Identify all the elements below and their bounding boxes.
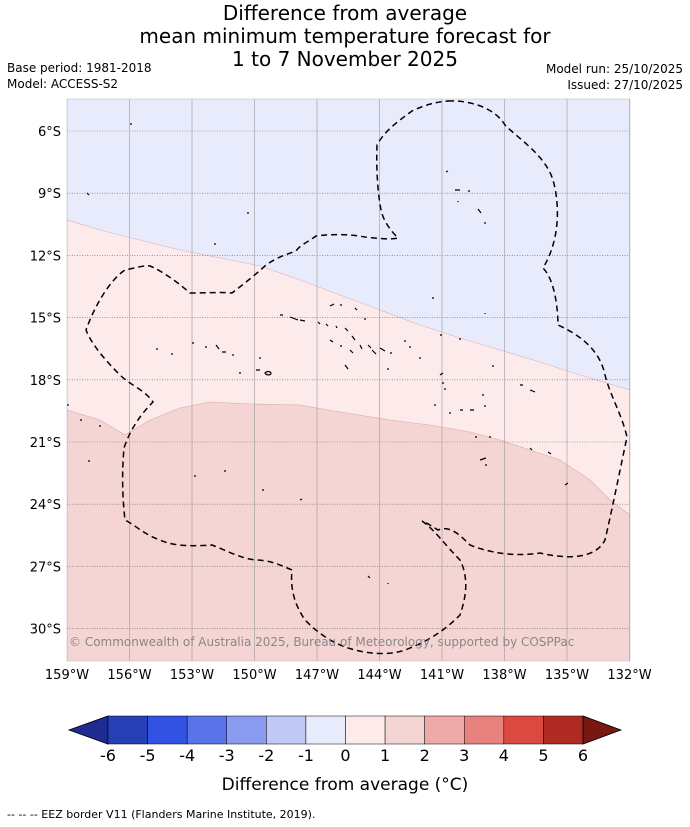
- colorbar-cell: [305, 715, 346, 745]
- lon-label: 138°W: [482, 668, 526, 683]
- meta-left: Base period: 1981-2018 Model: ACCESS-S2: [7, 60, 152, 92]
- lon-label: 132°W: [607, 668, 651, 683]
- colorbar: -6 -5 -4 -3 -2 -1 0 1 2 3 4 5 6 Difference from aver…: [67, 715, 623, 795]
- chart-title: Difference from average mean minimum tem…: [0, 2, 690, 71]
- colorbar-cell: [186, 715, 228, 745]
- colorbar-cell: [424, 715, 465, 745]
- colorbar-cell: [345, 715, 386, 745]
- lat-label: 24°S: [30, 498, 61, 513]
- colorbar-tick: -1: [298, 746, 314, 765]
- issued-date: Issued: 27/10/2025: [567, 78, 683, 92]
- lat-label: 12°S: [30, 249, 61, 264]
- lat-label: 21°S: [30, 436, 61, 451]
- colorbar-tick: 4: [499, 746, 509, 765]
- colorbar-tick: 5: [538, 746, 548, 765]
- eez-legend-note: -- -- -- EEZ border V11 (Flanders Marine…: [7, 808, 316, 821]
- colorbar-tick: 2: [420, 746, 430, 765]
- colorbar-extend-high: [582, 715, 623, 745]
- longitude-labels: 159°W 156°W 153°W 150°W 147°W 144°W 141°W 138°W…: [45, 668, 652, 683]
- lon-label: 147°W: [295, 668, 339, 683]
- colorbar-tick: 6: [578, 746, 588, 765]
- colorbar-cell: [266, 715, 307, 745]
- colorbar-cell: [503, 715, 544, 745]
- colorbar-tick: 0: [340, 746, 350, 765]
- lat-label: 18°S: [30, 374, 61, 389]
- lat-label: 15°S: [30, 312, 61, 327]
- colorbar-cell: [543, 715, 584, 745]
- map-area: © Commonwealth of Australia 2025, Bureau…: [67, 99, 630, 661]
- colorbar-tick: -2: [258, 746, 274, 765]
- lon-label: 156°W: [107, 668, 151, 683]
- colorbar-tick: -4: [179, 746, 195, 765]
- islands: [67, 123, 569, 584]
- title-line-3: 1 to 7 November 2025: [232, 47, 458, 71]
- colorbar-cell: [384, 715, 425, 745]
- colorbar-cell: [464, 715, 505, 745]
- title-line-2: mean minimum temperature forecast for: [139, 24, 551, 48]
- colorbar-tick: -5: [140, 746, 156, 765]
- colorbar-tick: 1: [380, 746, 390, 765]
- lon-label: 141°W: [420, 668, 464, 683]
- eez-border: [85, 100, 628, 655]
- lon-label: 135°W: [545, 668, 589, 683]
- lon-label: 159°W: [45, 668, 89, 683]
- lat-label: 27°S: [30, 560, 61, 575]
- colorbar-extend-low: [67, 715, 109, 745]
- lat-label: 9°S: [38, 187, 61, 202]
- latitude-labels: 6°S 9°S 12°S 15°S 18°S 21°S 24°S 27°S 30°S: [30, 125, 61, 638]
- colorbar-tick: -3: [219, 746, 235, 765]
- title-line-1: Difference from average: [222, 1, 468, 25]
- colorbar-cell: [147, 715, 188, 745]
- lat-label: 30°S: [30, 623, 61, 638]
- copyright-notice: © Commonwealth of Australia 2025, Bureau…: [69, 635, 574, 649]
- lon-label: 153°W: [170, 668, 214, 683]
- anomaly-region-1-2: [67, 402, 630, 661]
- colorbar-label: Difference from average (°C): [222, 775, 469, 795]
- lat-label: 6°S: [38, 125, 61, 140]
- colorbar-cell: [226, 715, 267, 745]
- model-name: Model: ACCESS-S2: [7, 77, 119, 91]
- model-run: Model run: 25/10/2025: [545, 62, 683, 76]
- meta-right: Model run: 25/10/2025 Issued: 27/10/2025: [546, 61, 683, 93]
- colorbar-tick: -6: [100, 746, 116, 765]
- map-gridlines: [67, 99, 630, 661]
- lon-label: 144°W: [357, 668, 401, 683]
- colorbar-tick: 3: [459, 746, 469, 765]
- colorbar-cell: [107, 715, 148, 745]
- base-period: Base period: 1981-2018: [7, 61, 152, 75]
- lon-label: 150°W: [232, 668, 276, 683]
